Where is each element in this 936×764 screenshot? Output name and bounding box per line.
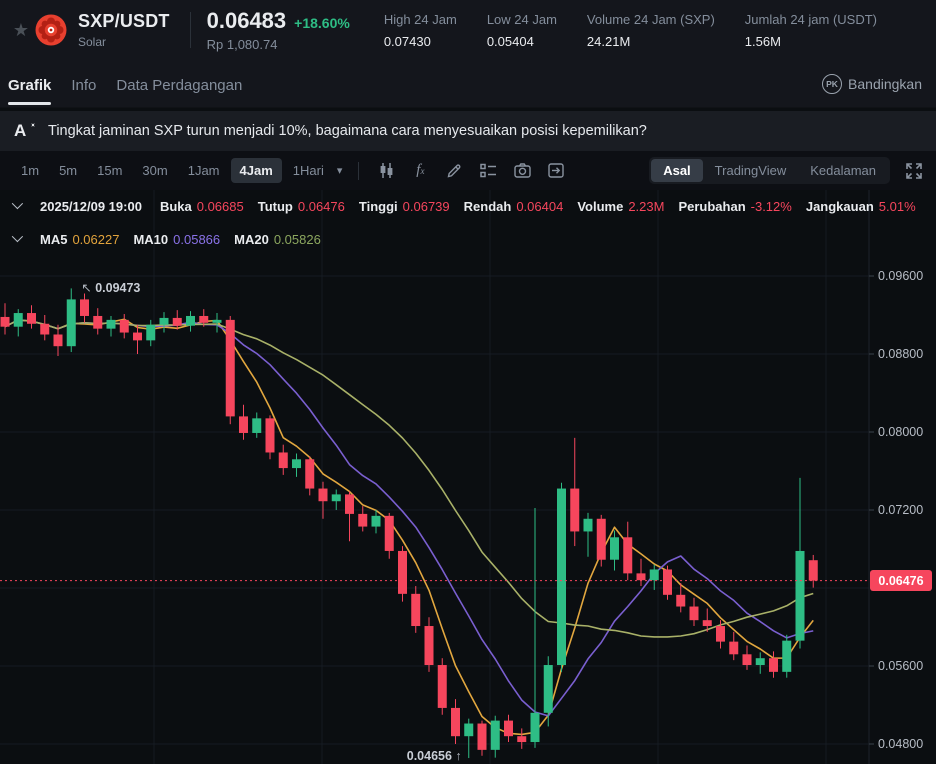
- stat-volume-24h-sxp: Volume 24 Jam (SXP) 24.21M: [586, 11, 715, 49]
- coin-name: Solar: [78, 35, 107, 49]
- last-price: 0.06483: [206, 8, 287, 33]
- draw-pencil-icon[interactable]: [437, 159, 471, 183]
- view-tradingview[interactable]: TradingView: [714, 163, 787, 178]
- tab-data-perdagangan[interactable]: Data Perdagangan: [116, 76, 243, 94]
- pair-symbol[interactable]: SXP/USDT: [78, 11, 170, 31]
- chart-canvas[interactable]: 0.09600 0.08800 0.08000 0.07200 0.05600 0.048…: [0, 190, 936, 764]
- ohlc-open: Buka 0.06685: [159, 199, 244, 214]
- timeframe-15m[interactable]: 15m: [97, 163, 123, 178]
- ohlc-close: Tutup 0.06476: [257, 199, 345, 214]
- low-pointer-icon: ↑: [451, 749, 462, 764]
- compare-button[interactable]: PK Bandingkan: [822, 73, 922, 94]
- compare-label: Bandingkan: [848, 75, 922, 92]
- fullscreen-icon[interactable]: [904, 161, 924, 181]
- coin-logo-sxp: [35, 14, 67, 46]
- ohlc-volume: Volume 2.23M: [577, 199, 665, 214]
- candlestick-chart[interactable]: 0.09600 0.08800 0.08000 0.07200 0.05600 0.048…: [0, 190, 936, 764]
- ai-icon: A: [14, 121, 36, 141]
- svg-text:0.08000: 0.08000: [878, 425, 923, 439]
- timeframe-1h[interactable]: 1Jam: [187, 163, 220, 178]
- stat-low-24h: Low 24 Jam 0.05404: [486, 11, 557, 49]
- settings-list-icon[interactable]: [471, 159, 505, 183]
- chart-view-switch: Asal TradingView Kedalaman: [649, 157, 890, 184]
- tab-grafik[interactable]: Grafik: [8, 63, 52, 105]
- ai-question-text: Tingkat jaminan SXP turun menjadi 10%, b…: [48, 123, 647, 139]
- svg-text:0.09600: 0.09600: [878, 269, 923, 283]
- stat-volume-24h-usdt: Jumlah 24 jam (USDT) 1.56M: [744, 11, 877, 49]
- symbol-header: ★ SXP/USDT Solar 0.06483 +18.60% Rp 1,08…: [0, 0, 936, 60]
- ma5-legend: MA5 0.06227: [40, 232, 120, 247]
- timeframe-30m[interactable]: 30m: [142, 163, 168, 178]
- ohlc-legend-row: 2025/12/09 19:00 Buka 0.06685 Tutup 0.0647…: [8, 197, 916, 214]
- toolbar-divider: [358, 161, 360, 180]
- ohlc-range: Jangkauan 5.01%: [805, 199, 916, 214]
- fiat-price: Rp 1,080.74: [206, 37, 278, 52]
- screenshot-camera-icon[interactable]: [505, 159, 539, 183]
- timeframe-1d[interactable]: 1Hari: [292, 163, 324, 178]
- ohlc-low: Rendah 0.06404: [463, 199, 564, 214]
- ma10-legend: MA10 0.05866: [133, 232, 221, 247]
- header-divider: [189, 12, 191, 48]
- section-tabs: Grafik Info Data Perdagangan PK Bandingk…: [0, 60, 936, 108]
- svg-text:0.08800: 0.08800: [878, 347, 923, 361]
- high-pointer-icon: ↖︎: [81, 281, 96, 296]
- ai-question-bar[interactable]: A Tingkat jaminan SXP turun menjadi 10%,…: [0, 111, 936, 151]
- low-price-marker: 0.04656 ↑: [406, 749, 462, 764]
- ohlc-high: Tinggi 0.06739: [358, 199, 450, 214]
- svg-text:0.04800: 0.04800: [878, 737, 923, 751]
- ohlc-change: Perubahan -3.12%: [678, 199, 792, 214]
- candle-datetime: 2025/12/09 19:00: [40, 199, 142, 214]
- collapse-ohlc-chevron-icon[interactable]: [11, 197, 24, 210]
- collapse-ma-chevron-icon[interactable]: [11, 230, 24, 243]
- goto-date-icon[interactable]: [539, 159, 573, 183]
- stat-high-24h: High 24 Jam 0.07430: [383, 11, 457, 49]
- last-price-tag: 0.06476: [870, 570, 932, 592]
- price-change-percent: +18.60%: [294, 15, 350, 31]
- favorite-star-icon[interactable]: ★: [12, 19, 30, 40]
- svg-text:0.07200: 0.07200: [878, 503, 923, 517]
- ma20-legend: MA20 0.05826: [234, 232, 321, 247]
- view-asal[interactable]: Asal: [651, 159, 703, 182]
- timeframe-dropdown-caret-icon[interactable]: ▾: [336, 165, 343, 177]
- high-price-marker: ↖︎ 0.09473: [81, 281, 141, 296]
- timeframe-4h[interactable]: 4Jam: [230, 158, 282, 183]
- pk-icon: PK: [822, 73, 843, 94]
- tab-info[interactable]: Info: [71, 76, 97, 94]
- view-kedalaman[interactable]: Kedalaman: [810, 163, 876, 178]
- svg-text:0.05600: 0.05600: [878, 659, 923, 673]
- chart-style-icon[interactable]: [369, 159, 403, 183]
- ma-legend-row: MA5 0.06227 MA10 0.05866 MA20 0.05826: [8, 230, 321, 247]
- timeframe-5m[interactable]: 5m: [59, 163, 78, 178]
- market-stats: High 24 Jam 0.07430 Low 24 Jam 0.05404 V…: [384, 12, 877, 49]
- timeframe-1m[interactable]: 1m: [21, 163, 40, 178]
